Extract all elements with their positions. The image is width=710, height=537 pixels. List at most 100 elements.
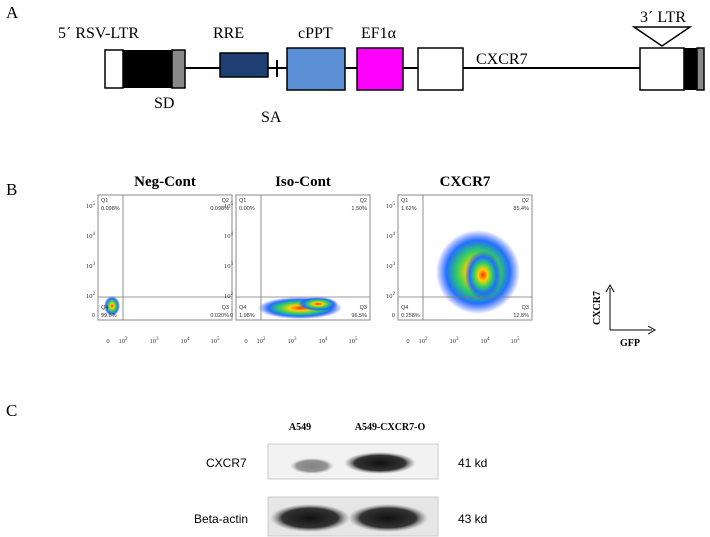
tick-label: 104 [86, 232, 96, 240]
density-cloud [465, 251, 501, 299]
rre-box [219, 52, 269, 78]
tick-exp: 3 [93, 262, 96, 267]
axis-label: GFP [620, 338, 640, 349]
tick-label: 105 [224, 202, 234, 210]
tick-exp: 5 [393, 202, 396, 207]
element-label: RRE [213, 25, 244, 42]
tick-label: 102 [224, 292, 234, 300]
ltr-box [123, 50, 172, 88]
quadrant-value: 1.50% [351, 206, 367, 212]
quadrant-value: 0.020% [210, 313, 229, 319]
tick-label: 104 [224, 232, 234, 240]
quadrant-value: 0.098% [210, 206, 229, 212]
tick-base: 10 [319, 338, 326, 345]
tick-label: 105 [86, 202, 96, 210]
panel-label: A [6, 3, 19, 22]
quadrant-value: 85.4% [513, 206, 529, 212]
blot-band [270, 504, 350, 532]
tick-label: 102 [257, 337, 267, 345]
tick-base: 10 [386, 293, 393, 300]
tick-exp: 2 [231, 292, 234, 297]
tick-exp: 2 [425, 337, 428, 342]
element-label: SD [154, 95, 174, 112]
quadrant-name: Q4 [239, 305, 246, 311]
quadrant-value: 1.62% [401, 206, 417, 212]
size-label: 43 kd [458, 512, 487, 526]
row-label: Beta-actin [194, 512, 248, 526]
tick-base: 10 [119, 338, 126, 345]
tick-exp: 3 [393, 262, 396, 267]
quadrant-name: Q4 [401, 305, 408, 311]
flow-panel: Neg-Cont Q1 0.098% Q2 0.098% Q3 0.020% Q4 99.8% 1… [86, 174, 533, 345]
quadrant-name: Q1 [401, 198, 408, 204]
cxcr7-box [417, 47, 464, 91]
tick-label: 102 [419, 337, 429, 345]
ltr-box [171, 49, 186, 89]
tick-base: 10 [450, 338, 457, 345]
element-label: cPPT [298, 25, 333, 42]
plot-frame [97, 194, 233, 321]
tick-label: 102 [86, 292, 96, 300]
quadrant-value: 0.258% [401, 313, 420, 319]
blot-band [344, 452, 416, 474]
tick-label: 104 [319, 337, 329, 345]
tick-base: 10 [224, 203, 231, 210]
density-cloud [104, 296, 120, 316]
row-label: CXCR7 [206, 456, 247, 470]
quadrant-name: Q3 [522, 305, 529, 311]
tick-label: 0 [406, 338, 409, 345]
tick-exp: 5 [93, 202, 96, 207]
ltr-box [639, 47, 685, 91]
blot-band [290, 458, 334, 474]
tick-exp: 4 [187, 337, 190, 342]
tick-label: 104 [181, 337, 191, 345]
tick-base: 0 [92, 312, 95, 319]
tick-base: 10 [150, 338, 157, 345]
tick-base: 0 [406, 338, 409, 345]
tick-exp: 4 [393, 232, 396, 237]
quadrant-value: 12.8% [513, 313, 529, 319]
tick-label: 104 [386, 232, 396, 240]
quadrant-name: Q3 [360, 305, 367, 311]
plot-title: Iso-Cont [275, 174, 331, 190]
tick-base: 10 [288, 338, 295, 345]
tick-label: 0 [244, 338, 247, 345]
quadrant-name: Q2 [360, 198, 367, 204]
tick-label: 103 [386, 262, 396, 270]
tick-exp: 2 [93, 292, 96, 297]
tick-base: 10 [511, 338, 518, 345]
quadrant-name: Q2 [222, 198, 229, 204]
axis-arrow [605, 283, 615, 293]
quadrant-value: 0.00% [239, 206, 255, 212]
ef1a-box [356, 47, 404, 91]
tick-base: 0 [106, 338, 109, 345]
density-cloud [298, 297, 338, 311]
quadrant-value: 99.8% [101, 313, 117, 319]
cppt-box [286, 47, 346, 91]
tick-base: 10 [386, 203, 393, 210]
tick-label: 0 [392, 312, 395, 319]
lane-label: A549 [289, 422, 311, 433]
tick-label: 105 [511, 337, 521, 345]
tick-base: 10 [86, 293, 93, 300]
tick-label: 105 [349, 337, 359, 345]
tick-exp: 5 [231, 202, 234, 207]
size-label: 41 kd [458, 456, 487, 470]
plot-title: Neg-Cont [134, 174, 196, 190]
quadrant-value: 96.5% [351, 313, 367, 319]
tick-exp: 3 [294, 337, 297, 342]
tick-exp: 4 [487, 337, 490, 342]
tick-exp: 5 [355, 337, 358, 342]
insertion-triangle [631, 26, 693, 47]
tick-base: 10 [86, 203, 93, 210]
tick-label: 105 [386, 202, 396, 210]
tick-base: 10 [349, 338, 356, 345]
tick-exp: 5 [217, 337, 220, 342]
tick-label: 103 [450, 337, 460, 345]
tick-label: 104 [481, 337, 491, 345]
blot-band [348, 504, 428, 532]
ltr-box [684, 48, 697, 90]
tick-exp: 4 [325, 337, 328, 342]
tick-label: 0 [106, 338, 109, 345]
panel-label: C [6, 401, 17, 420]
